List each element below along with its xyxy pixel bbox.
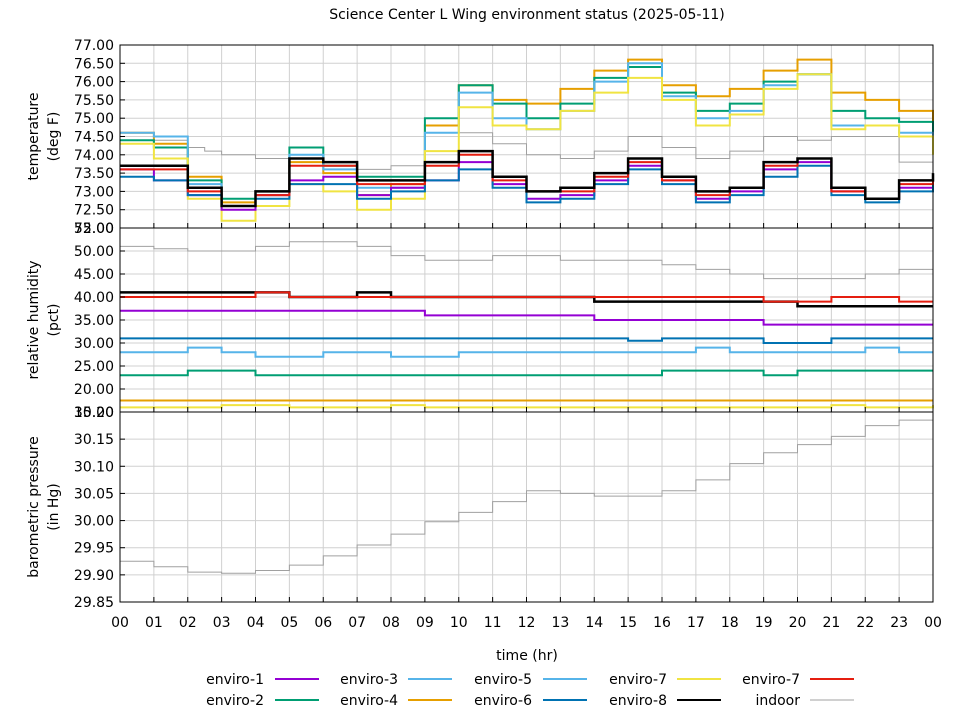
x-tick-label: 09 xyxy=(416,615,434,631)
x-tick-label: 13 xyxy=(551,615,569,631)
x-tick-label: 22 xyxy=(856,615,874,631)
y-axis-label: temperature xyxy=(26,93,42,181)
y-tick-label: 30.20 xyxy=(74,405,114,421)
y-tick-label: 77.00 xyxy=(74,38,114,54)
series-line-indoor xyxy=(120,241,934,280)
x-tick-label: 21 xyxy=(822,615,840,631)
x-tick-label: 05 xyxy=(280,615,298,631)
legend-item: enviro-7 xyxy=(742,672,854,688)
y-tick-label: 25.00 xyxy=(74,359,114,375)
y-axis-label: barometric pressure xyxy=(26,436,42,577)
legend-item: enviro-2 xyxy=(206,693,319,709)
legend-label: enviro-3 xyxy=(340,672,398,688)
y-tick-label: 29.90 xyxy=(74,568,114,584)
panel-1: 72.00 72.50 73.00 73.50 74.00 74.50 75.00 75.50… xyxy=(26,38,935,237)
panel-2: 15.00 20.00 25.00 30.00 35.00 40.00 45.00 50.00… xyxy=(26,221,934,421)
y-tick-label: 75.50 xyxy=(74,93,114,109)
legend-item: enviro-8 xyxy=(609,693,721,709)
y-tick-label: 30.15 xyxy=(74,432,114,448)
series-line-indoor xyxy=(120,132,934,170)
legend-label: enviro-7 xyxy=(609,672,667,688)
y-axis-label: relative humidity xyxy=(26,260,42,379)
y-tick-label: 29.95 xyxy=(74,541,114,557)
legend-label: enviro-4 xyxy=(340,693,398,709)
x-tick-label: 06 xyxy=(314,615,332,631)
x-tick-label: 10 xyxy=(450,615,468,631)
y-tick-label: 30.10 xyxy=(74,459,114,475)
series-line-indoor xyxy=(120,414,934,574)
legend-item: enviro-6 xyxy=(474,693,587,709)
series-line-enviro-2 xyxy=(120,369,933,377)
legend-item: enviro-4 xyxy=(340,693,452,709)
x-tick-label: 07 xyxy=(348,615,366,631)
x-tick-label: 04 xyxy=(247,615,265,631)
y-tick-label: 75.00 xyxy=(74,111,114,127)
y-tick-label: 45.00 xyxy=(74,267,114,283)
x-tick-label: 02 xyxy=(179,615,197,631)
x-tick-label: 00 xyxy=(924,615,942,631)
x-tick-label: 20 xyxy=(789,615,807,631)
legend: enviro-1 enviro-2 enviro-3 enviro-4 enviro-5… xyxy=(206,672,854,709)
y-tick-label: 72.00 xyxy=(74,221,114,237)
chart-title: Science Center L Wing environment status… xyxy=(329,7,725,23)
legend-label: enviro-6 xyxy=(474,693,532,709)
x-axis-label: time (hr) xyxy=(496,648,558,664)
x-tick-label: 08 xyxy=(382,615,400,631)
y-tick-label: 76.00 xyxy=(74,75,114,91)
x-tick-label: 03 xyxy=(213,615,231,631)
y-tick-label: 30.00 xyxy=(74,514,114,530)
y-tick-label: 50.00 xyxy=(74,244,114,260)
y-tick-label: 73.00 xyxy=(74,184,114,200)
legend-item: enviro-7 xyxy=(609,672,721,688)
legend-label: enviro-5 xyxy=(474,672,532,688)
series-line-enviro-8 xyxy=(120,149,935,208)
x-tick-label: 01 xyxy=(145,615,163,631)
x-tick-label: 11 xyxy=(484,615,502,631)
legend-label: enviro-1 xyxy=(206,672,264,688)
series-line-enviro-3 xyxy=(120,346,933,358)
y-tick-label: 76.50 xyxy=(74,56,114,72)
y-tick-label: 35.00 xyxy=(74,313,114,329)
y-tick-label: 40.00 xyxy=(74,290,114,306)
x-tick-label: 16 xyxy=(653,615,671,631)
y-tick-label: 30.05 xyxy=(74,486,114,502)
y-axis-label: (pct) xyxy=(46,304,62,337)
legend-label: enviro-8 xyxy=(609,693,667,709)
y-tick-label: 20.00 xyxy=(74,382,114,398)
y-tick-label: 74.00 xyxy=(74,148,114,164)
x-tick-label: 12 xyxy=(518,615,536,631)
y-axis-label: (in Hg) xyxy=(46,483,62,531)
y-tick-label: 74.50 xyxy=(74,130,114,146)
x-tick-label: 17 xyxy=(687,615,705,631)
legend-label: enviro-2 xyxy=(206,693,264,709)
series-line-enviro-7 xyxy=(120,291,933,303)
legend-label: indoor xyxy=(755,693,800,709)
panel-3: 29.85 29.90 29.95 30.00 30.05 30.10 30.15 30.20… xyxy=(26,405,934,611)
plot-area: 72.00 72.50 73.00 73.50 74.00 74.50 75.00 75.50… xyxy=(26,38,942,631)
x-tick-label: 15 xyxy=(619,615,637,631)
legend-item: enviro-5 xyxy=(474,672,587,688)
y-tick-label: 30.00 xyxy=(74,336,114,352)
x-tick-label: 00 xyxy=(111,615,129,631)
y-tick-label: 73.50 xyxy=(74,166,114,182)
series-line-enviro-1 xyxy=(120,309,933,326)
x-tick-label: 14 xyxy=(585,615,603,631)
y-tick-label: 55.00 xyxy=(74,221,114,237)
legend-item: enviro-1 xyxy=(206,672,319,688)
legend-item: enviro-3 xyxy=(340,672,452,688)
y-axis-label: (deg F) xyxy=(46,112,62,162)
series-line-enviro-6 xyxy=(120,337,933,344)
series-line-enviro-7 xyxy=(120,404,934,409)
y-tick-label: 15.00 xyxy=(74,405,114,421)
legend-item: indoor xyxy=(755,693,854,709)
x-tick-label: 18 xyxy=(721,615,739,631)
y-tick-label: 72.50 xyxy=(74,203,114,219)
x-tick-label: 23 xyxy=(890,615,908,631)
legend-label: enviro-7 xyxy=(742,672,800,688)
x-tick-label: 19 xyxy=(755,615,773,631)
y-tick-label: 29.85 xyxy=(74,595,114,611)
